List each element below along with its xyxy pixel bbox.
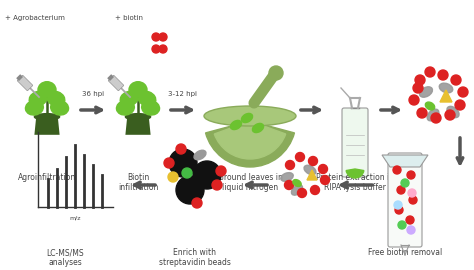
- Circle shape: [431, 113, 441, 123]
- Circle shape: [398, 221, 406, 229]
- FancyBboxPatch shape: [17, 75, 33, 91]
- Circle shape: [394, 201, 402, 209]
- Circle shape: [445, 110, 455, 120]
- Wedge shape: [206, 121, 294, 167]
- Ellipse shape: [194, 150, 206, 160]
- Circle shape: [182, 168, 192, 178]
- Circle shape: [168, 172, 178, 182]
- FancyBboxPatch shape: [388, 153, 422, 247]
- Circle shape: [409, 95, 419, 105]
- Polygon shape: [307, 170, 317, 180]
- Circle shape: [193, 161, 221, 189]
- Circle shape: [216, 166, 226, 176]
- FancyBboxPatch shape: [108, 75, 124, 91]
- Ellipse shape: [292, 185, 302, 195]
- Ellipse shape: [126, 114, 151, 120]
- Circle shape: [407, 226, 415, 234]
- Text: Ground leaves in
liquid nitrogen: Ground leaves in liquid nitrogen: [218, 173, 283, 193]
- Circle shape: [176, 144, 186, 154]
- Polygon shape: [35, 117, 60, 135]
- Circle shape: [169, 149, 197, 177]
- Circle shape: [406, 216, 414, 224]
- Circle shape: [425, 67, 435, 77]
- Polygon shape: [440, 90, 452, 102]
- Ellipse shape: [26, 100, 43, 115]
- Circle shape: [417, 108, 427, 118]
- Ellipse shape: [35, 114, 60, 120]
- Ellipse shape: [447, 106, 459, 118]
- Text: 3-12 hpi: 3-12 hpi: [168, 91, 198, 97]
- Circle shape: [164, 158, 174, 168]
- Circle shape: [298, 188, 307, 197]
- Ellipse shape: [117, 100, 134, 115]
- Circle shape: [285, 160, 294, 170]
- Ellipse shape: [293, 180, 301, 187]
- Ellipse shape: [51, 100, 69, 115]
- Circle shape: [401, 179, 409, 187]
- Ellipse shape: [129, 82, 147, 98]
- Ellipse shape: [439, 83, 453, 93]
- Circle shape: [152, 33, 160, 41]
- Text: Free biotin removal: Free biotin removal: [368, 248, 442, 257]
- Ellipse shape: [142, 100, 160, 115]
- Circle shape: [152, 45, 160, 53]
- Circle shape: [455, 100, 465, 110]
- Polygon shape: [126, 117, 151, 135]
- Circle shape: [438, 70, 448, 80]
- Ellipse shape: [38, 82, 56, 98]
- Text: 36 hpi: 36 hpi: [82, 91, 104, 97]
- Circle shape: [451, 75, 461, 85]
- Circle shape: [320, 176, 329, 184]
- Circle shape: [395, 206, 403, 214]
- FancyBboxPatch shape: [342, 108, 368, 177]
- Circle shape: [408, 189, 416, 197]
- Ellipse shape: [253, 123, 264, 133]
- Circle shape: [409, 196, 417, 204]
- Wedge shape: [214, 121, 286, 159]
- Circle shape: [192, 198, 202, 208]
- Text: Biotin
infiltration: Biotin infiltration: [118, 173, 158, 193]
- Ellipse shape: [29, 91, 47, 106]
- Circle shape: [295, 153, 304, 161]
- Circle shape: [397, 186, 405, 194]
- Text: + Agrobacterium: + Agrobacterium: [5, 15, 65, 21]
- Polygon shape: [382, 155, 428, 167]
- FancyBboxPatch shape: [107, 74, 114, 81]
- Ellipse shape: [304, 165, 316, 175]
- Text: + biotin: + biotin: [115, 15, 143, 21]
- Circle shape: [269, 66, 283, 80]
- Circle shape: [310, 185, 319, 194]
- Ellipse shape: [281, 173, 293, 181]
- Circle shape: [159, 45, 167, 53]
- Ellipse shape: [427, 109, 439, 121]
- Wedge shape: [346, 169, 364, 178]
- Text: LC-MS/MS
analyses: LC-MS/MS analyses: [46, 248, 84, 267]
- Circle shape: [309, 157, 318, 166]
- Circle shape: [159, 33, 167, 41]
- Circle shape: [212, 180, 222, 190]
- FancyBboxPatch shape: [16, 74, 23, 81]
- Circle shape: [176, 176, 204, 204]
- Ellipse shape: [204, 106, 296, 126]
- Ellipse shape: [241, 113, 253, 123]
- Ellipse shape: [425, 102, 435, 110]
- Ellipse shape: [230, 120, 242, 130]
- Circle shape: [319, 164, 328, 174]
- Circle shape: [415, 75, 425, 85]
- Circle shape: [413, 83, 423, 93]
- Ellipse shape: [120, 91, 138, 106]
- Text: m/z: m/z: [69, 215, 81, 220]
- Text: Enrich with
streptavidin beads: Enrich with streptavidin beads: [159, 248, 231, 267]
- Circle shape: [284, 181, 293, 190]
- Ellipse shape: [419, 87, 432, 97]
- Circle shape: [458, 87, 468, 97]
- Ellipse shape: [138, 91, 156, 106]
- Text: Agroinfiltration: Agroinfiltration: [18, 173, 76, 182]
- Ellipse shape: [47, 91, 65, 106]
- Circle shape: [393, 166, 401, 174]
- Text: Protein extraction in
RIPA lysis buffer: Protein extraction in RIPA lysis buffer: [316, 173, 394, 193]
- Circle shape: [407, 171, 415, 179]
